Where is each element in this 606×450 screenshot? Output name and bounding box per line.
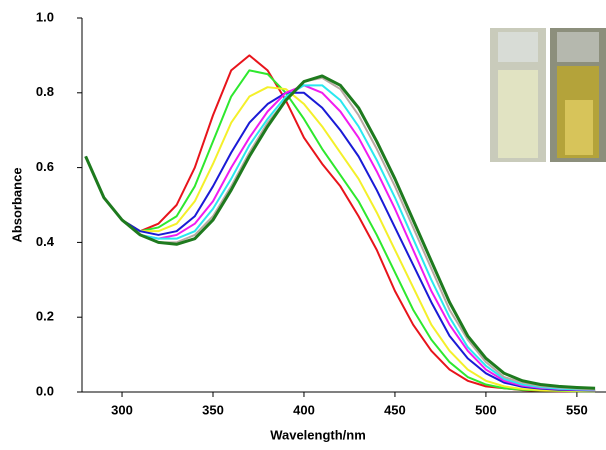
series-line xyxy=(84,86,596,392)
x-tick-label: 450 xyxy=(384,402,406,417)
x-tick-label: 350 xyxy=(202,402,224,417)
series-line xyxy=(84,91,596,392)
x-tick-label: 300 xyxy=(111,402,133,417)
x-axis-title: Wavelength/nm xyxy=(270,427,366,442)
y-tick-label: 1.0 xyxy=(36,9,54,24)
series-line xyxy=(84,84,596,391)
y-axis-title: Absorbance xyxy=(9,167,24,242)
inset-photo xyxy=(490,28,606,162)
x-tick-label: 500 xyxy=(475,402,497,417)
y-tick-label: 0.0 xyxy=(36,383,54,398)
x-tick-label: 400 xyxy=(293,402,315,417)
series-line xyxy=(84,84,596,392)
y-tick-label: 0.6 xyxy=(36,159,54,174)
y-tick-label: 0.2 xyxy=(36,309,54,324)
y-tick-label: 0.4 xyxy=(36,234,55,249)
y-tick-label: 0.8 xyxy=(36,84,54,99)
x-tick-label: 550 xyxy=(566,402,588,417)
series-line xyxy=(84,69,596,393)
series-line xyxy=(84,74,596,390)
